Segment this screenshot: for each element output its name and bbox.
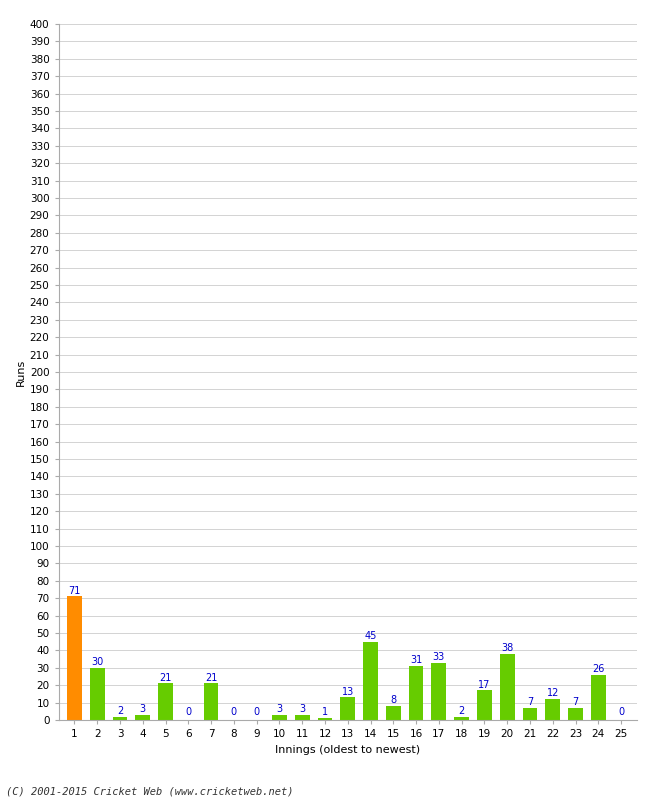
Bar <box>318 718 332 720</box>
Bar <box>500 654 515 720</box>
Text: 26: 26 <box>592 664 604 674</box>
Bar <box>112 717 127 720</box>
Bar <box>523 708 538 720</box>
Bar <box>67 597 82 720</box>
Bar <box>454 717 469 720</box>
Text: 0: 0 <box>231 707 237 718</box>
Text: 38: 38 <box>501 643 514 653</box>
X-axis label: Innings (oldest to newest): Innings (oldest to newest) <box>275 745 421 754</box>
Bar <box>135 714 150 720</box>
Bar <box>386 706 400 720</box>
Bar <box>545 699 560 720</box>
Text: 7: 7 <box>527 697 533 707</box>
Text: 2: 2 <box>458 706 465 716</box>
Y-axis label: Runs: Runs <box>16 358 25 386</box>
Text: 21: 21 <box>159 673 172 682</box>
Bar <box>591 674 606 720</box>
Bar <box>568 708 583 720</box>
Bar <box>409 666 424 720</box>
Text: 71: 71 <box>68 586 81 595</box>
Text: 17: 17 <box>478 679 491 690</box>
Text: 3: 3 <box>276 704 283 714</box>
Text: 2: 2 <box>117 706 123 716</box>
Text: 13: 13 <box>342 686 354 697</box>
Text: 8: 8 <box>390 695 396 706</box>
Bar <box>432 662 447 720</box>
Bar <box>295 714 309 720</box>
Text: 7: 7 <box>573 697 578 707</box>
Bar <box>341 698 355 720</box>
Text: 3: 3 <box>299 704 305 714</box>
Text: 31: 31 <box>410 655 422 665</box>
Text: 0: 0 <box>618 707 624 718</box>
Text: 12: 12 <box>547 688 559 698</box>
Text: 45: 45 <box>365 631 377 641</box>
Bar <box>158 683 173 720</box>
Text: 1: 1 <box>322 707 328 718</box>
Bar <box>90 668 105 720</box>
Text: 21: 21 <box>205 673 217 682</box>
Text: (C) 2001-2015 Cricket Web (www.cricketweb.net): (C) 2001-2015 Cricket Web (www.cricketwe… <box>6 786 294 796</box>
Bar <box>363 642 378 720</box>
Bar <box>477 690 492 720</box>
Text: 30: 30 <box>91 657 103 667</box>
Text: 33: 33 <box>433 652 445 662</box>
Bar <box>272 714 287 720</box>
Bar <box>203 683 218 720</box>
Text: 0: 0 <box>185 707 191 718</box>
Text: 3: 3 <box>140 704 146 714</box>
Text: 0: 0 <box>254 707 260 718</box>
